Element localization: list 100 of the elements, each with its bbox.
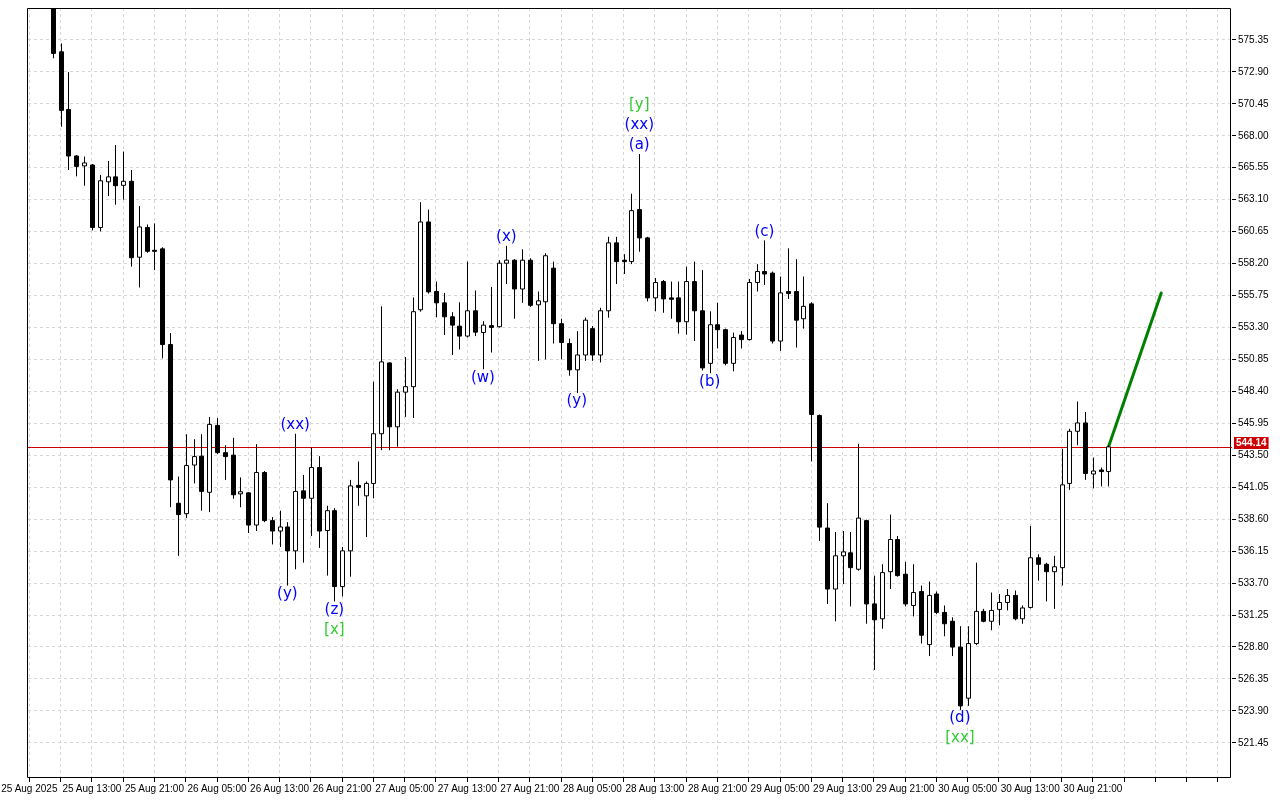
annotation: (a)	[628, 135, 650, 154]
candlestick	[1052, 555, 1057, 610]
y-tick-label: 545.95	[1238, 417, 1270, 429]
y-tick-label: 565.55	[1238, 161, 1270, 173]
candlestick	[872, 575, 877, 671]
candlestick	[504, 245, 509, 285]
candlestick	[434, 281, 439, 318]
annotation: (w)	[470, 367, 495, 386]
y-tick-label: 570.45	[1238, 97, 1270, 109]
y-tick-label: 526.35	[1238, 672, 1270, 684]
y-tick-label: 550.85	[1238, 353, 1270, 365]
y-tick-label: 533.70	[1238, 576, 1270, 588]
y-tick-label: 538.60	[1238, 512, 1270, 524]
x-tick-label: 30 Aug 21:00	[1063, 782, 1123, 794]
annotation: (z)	[324, 599, 345, 618]
candlestick	[786, 247, 791, 300]
x-tick-label: 27 Aug 21:00	[500, 782, 560, 794]
y-tick-label: 563.10	[1238, 193, 1270, 205]
y-tick-label: 568.00	[1238, 129, 1270, 141]
x-tick-label: 28 Aug 13:00	[625, 782, 685, 794]
y-tick-label: 521.45	[1238, 736, 1270, 748]
y-tick-label: 528.80	[1238, 640, 1270, 652]
annotation: (c)	[754, 221, 775, 240]
candlestick	[614, 236, 619, 285]
candlestick	[653, 277, 658, 312]
x-tick-label: 25 Aug 13:00	[62, 782, 122, 794]
x-tick-label: 28 Aug 05:00	[562, 782, 623, 794]
candlestick	[989, 592, 994, 631]
candlestick	[270, 516, 275, 545]
candlestick	[325, 505, 330, 577]
candlestick	[238, 476, 243, 508]
candlestick	[457, 301, 462, 351]
annotation: (y)	[277, 583, 298, 602]
candlestick	[285, 521, 290, 587]
candlestick	[473, 289, 478, 337]
x-tick-label: 26 Aug 05:00	[187, 782, 247, 794]
annotation: (b)	[699, 371, 721, 390]
annotation: (y)	[566, 391, 588, 410]
x-tick-label: 29 Aug 21:00	[875, 782, 936, 794]
y-tick-label: 560.65	[1238, 225, 1270, 237]
candlestick	[74, 154, 79, 177]
candlestick	[356, 461, 361, 507]
candlestick	[1013, 589, 1018, 621]
annotation: (x)	[496, 227, 517, 246]
candlestick	[176, 476, 181, 557]
candlestick	[911, 563, 916, 617]
candlestick	[669, 281, 674, 320]
candlestick	[481, 320, 486, 370]
x-tick-label: 27 Aug 13:00	[437, 782, 498, 794]
candlestick	[1091, 457, 1096, 489]
candlestick	[489, 286, 494, 354]
candlestick	[278, 510, 283, 548]
y-tick-label: 572.90	[1238, 65, 1270, 77]
x-tick-label: 26 Aug 13:00	[250, 782, 310, 794]
candlestick	[1020, 604, 1025, 625]
candlestick	[661, 279, 666, 314]
candlestick	[841, 530, 846, 585]
candlestick	[106, 160, 111, 197]
candlestick	[801, 275, 806, 330]
x-tick-label: 29 Aug 13:00	[813, 782, 873, 794]
y-tick-label: 531.25	[1238, 608, 1270, 620]
y-tick-label: 536.15	[1238, 544, 1270, 556]
candlestick	[762, 239, 767, 286]
ref-line-label: 544.14	[1236, 436, 1268, 448]
candlestick	[364, 480, 369, 538]
candlestick	[1075, 401, 1080, 446]
candlestick	[1099, 467, 1104, 487]
candlestick	[192, 438, 197, 484]
annotation: (d)	[949, 708, 971, 727]
y-tick-label: 548.40	[1238, 385, 1270, 397]
candlestick	[1036, 553, 1041, 582]
annotation: [xx]	[945, 728, 975, 747]
candlestick	[1005, 588, 1010, 611]
candlestick	[121, 151, 126, 201]
candlestick	[715, 302, 720, 349]
candlestick	[575, 330, 580, 394]
x-tick-label: 30 Aug 05:00	[938, 782, 998, 794]
y-tick-label: 558.20	[1238, 257, 1270, 269]
y-tick-label: 575.35	[1238, 33, 1270, 45]
candlestick	[403, 356, 408, 418]
x-tick-label: 26 Aug 21:00	[312, 782, 373, 794]
candlestick	[676, 281, 681, 335]
candlestick	[301, 474, 306, 564]
candlestick	[82, 156, 87, 187]
candlestick	[848, 531, 853, 607]
annotation: [y]	[628, 95, 650, 114]
annotation: (xx)	[624, 115, 655, 134]
candlestick	[559, 318, 564, 360]
x-tick-label: 28 Aug 21:00	[688, 782, 748, 794]
candlestick	[942, 604, 947, 637]
x-tick-label: 29 Aug 05:00	[750, 782, 810, 794]
candlestick	[442, 292, 447, 336]
annotation: (xx)	[280, 415, 310, 434]
candlestick	[934, 591, 939, 615]
candlestick	[450, 311, 455, 356]
y-tick-label: 543.50	[1238, 449, 1270, 461]
y-tick-label: 523.90	[1238, 704, 1270, 716]
candlestick	[152, 222, 157, 271]
annotation: [x]	[324, 619, 345, 638]
candlestick	[755, 263, 760, 292]
